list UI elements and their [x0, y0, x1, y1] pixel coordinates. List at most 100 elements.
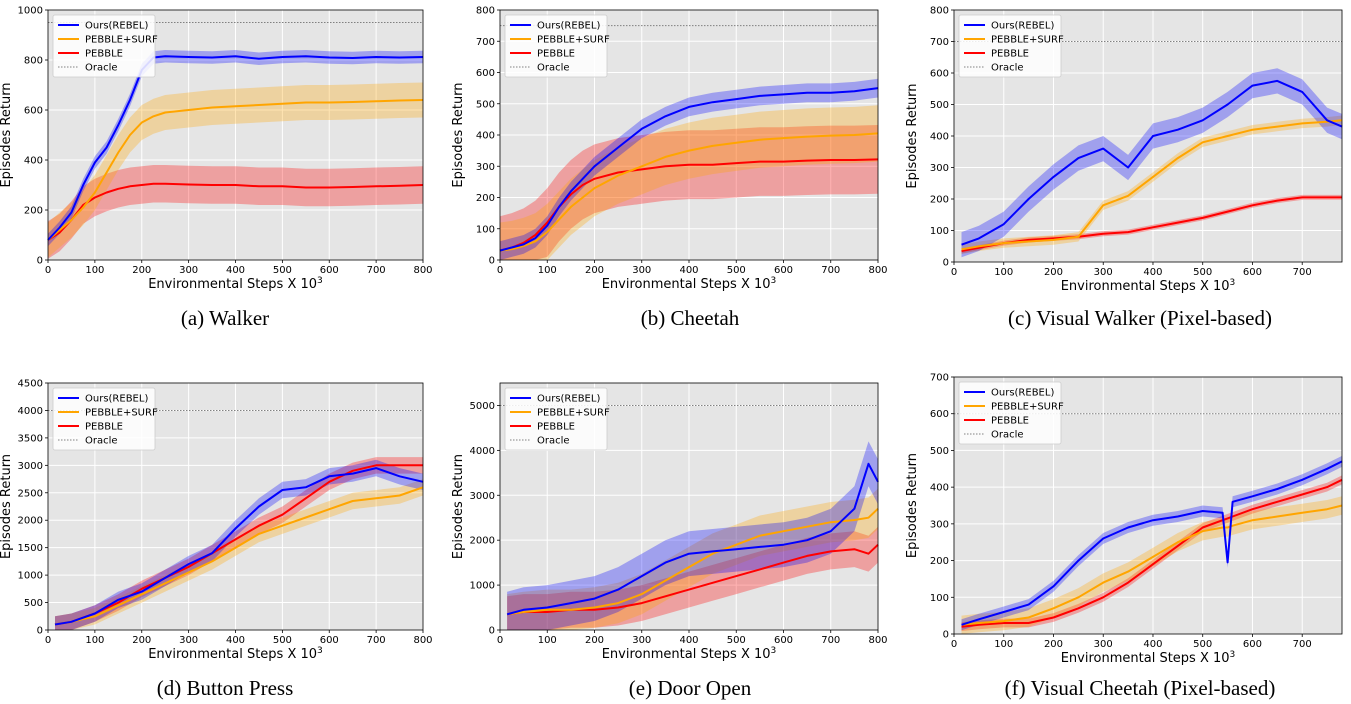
x-tick-label: 300 — [179, 635, 198, 646]
series-line-surf — [54, 486, 424, 626]
series-line-surf — [961, 119, 1343, 251]
x-tick-label: 0 — [497, 635, 503, 646]
y-tick-label: 1000 — [470, 581, 495, 592]
series-line-pebble — [961, 196, 1342, 252]
legend-label: Oracle — [537, 63, 570, 74]
y-tick-label: 3000 — [470, 491, 495, 502]
x-tick-label: 600 — [774, 635, 793, 646]
legend-label: Ours(REBEL) — [85, 394, 148, 405]
chart-b: 0 100 200 300 400 500 600 700 800 0 100 200 300 400 50… — [451, 6, 888, 331]
series-line-pebble — [961, 478, 1343, 628]
y-tick-label: 0 — [37, 626, 43, 637]
legend-label: Oracle — [85, 63, 118, 74]
x-tick-label: 200 — [585, 265, 604, 276]
x-tick-label: 300 — [1094, 639, 1113, 650]
y-tick-label: 700 — [930, 373, 949, 384]
x-tick-label: 0 — [497, 265, 503, 276]
x-tick-label: 100 — [994, 639, 1013, 650]
x-tick-label: 700 — [821, 265, 840, 276]
band-surf — [961, 115, 1342, 255]
y-tick-label: 600 — [24, 106, 43, 117]
legend-box — [958, 381, 1062, 445]
x-tick-label: 800 — [413, 265, 432, 276]
x-tick-label: 300 — [1094, 267, 1113, 278]
x-tick-label: 600 — [320, 265, 339, 276]
series-line-pebble — [499, 158, 879, 252]
series-line-ours — [47, 55, 424, 241]
chart-d: 0 100 200 300 400 500 600 700 800 0 500 1000 1500 200… — [0, 379, 433, 701]
x-tick-label: 700 — [367, 265, 386, 276]
x-tick-label: 700 — [1293, 267, 1312, 278]
legend-label: PEBBLE — [991, 49, 1029, 60]
x-tick-label: 200 — [1044, 639, 1063, 650]
y-tick-label: 300 — [930, 163, 949, 174]
y-tick-label: 500 — [930, 100, 949, 111]
x-tick-label: 300 — [632, 635, 651, 646]
x-axis-label: Environmental Steps X 103 — [1061, 278, 1236, 294]
y-tick-label: 200 — [476, 193, 495, 204]
y-tick-label: 3000 — [18, 461, 43, 472]
x-tick-label: 700 — [1293, 639, 1312, 650]
legend-label: Oracle — [85, 436, 118, 447]
x-axis-label: Environmental Steps X 103 — [602, 276, 777, 292]
y-tick-label: 4500 — [18, 379, 43, 390]
x-tick-label: 400 — [1143, 267, 1162, 278]
series-line-ours — [54, 467, 424, 626]
y-tick-label: 800 — [476, 6, 495, 17]
y-axis-label: Episodes Return — [0, 454, 14, 559]
y-axis-label: Episodes Return — [905, 83, 920, 188]
legend-label: PEBBLE — [85, 49, 123, 60]
y-tick-label: 500 — [24, 598, 43, 609]
y-tick-label: 400 — [24, 156, 43, 167]
series-line-pebble — [54, 464, 423, 626]
legend-label: Oracle — [991, 430, 1024, 441]
chart-caption: (e) Door Open — [629, 676, 752, 700]
legend-label: Ours(REBEL) — [991, 388, 1054, 399]
y-tick-label: 400 — [476, 131, 495, 142]
y-tick-label: 3500 — [18, 433, 43, 444]
chart-f: 0 100 200 300 400 500 600 700 0 100 200 300 400 500 60… — [905, 373, 1343, 700]
x-tick-label: 400 — [1143, 639, 1162, 650]
x-tick-label: 400 — [226, 635, 245, 646]
y-tick-label: 1500 — [18, 543, 43, 554]
band-pebble — [507, 526, 878, 630]
x-tick-label: 600 — [1243, 639, 1262, 650]
legend-label: PEBBLE+SURF — [85, 408, 158, 419]
chart-caption: (d) Button Press — [157, 676, 294, 700]
x-tick-label: 100 — [538, 635, 557, 646]
y-tick-label: 200 — [24, 206, 43, 217]
x-tick-label: 800 — [413, 635, 432, 646]
y-tick-label: 700 — [476, 37, 495, 48]
y-axis-label: Episodes Return — [0, 82, 14, 187]
y-tick-label: 0 — [943, 630, 949, 641]
x-tick-label: 500 — [273, 635, 292, 646]
series-line-ours — [499, 87, 879, 252]
x-axis-label: Environmental Steps X 103 — [602, 646, 777, 662]
legend-box — [504, 14, 608, 78]
legend-label: PEBBLE+SURF — [85, 35, 158, 46]
x-tick-label: 200 — [585, 635, 604, 646]
chart-caption: (f) Visual Cheetah (Pixel-based) — [1005, 676, 1276, 700]
x-tick-label: 800 — [868, 265, 887, 276]
x-tick-label: 500 — [273, 265, 292, 276]
band-pebble — [500, 125, 878, 260]
axes-frame — [953, 376, 1343, 635]
y-tick-label: 100 — [930, 226, 949, 237]
chart-c: 0 100 200 300 400 500 600 700 0 100 200 300 400 500 60… — [905, 6, 1343, 330]
band-surf — [507, 488, 878, 630]
band-surf — [500, 105, 878, 260]
y-tick-label: 200 — [930, 556, 949, 567]
x-tick-label: 200 — [132, 265, 151, 276]
series-line-ours — [961, 460, 1343, 626]
x-axis-label: Environmental Steps X 103 — [148, 646, 323, 662]
x-tick-label: 400 — [226, 265, 245, 276]
legend-label: Ours(REBEL) — [85, 21, 148, 32]
x-tick-label: 600 — [320, 635, 339, 646]
y-axis-label: Episodes Return — [905, 453, 920, 558]
x-tick-label: 500 — [1193, 639, 1212, 650]
x-tick-label: 200 — [132, 635, 151, 646]
x-tick-label: 400 — [679, 265, 698, 276]
series-line-surf — [499, 132, 879, 252]
x-tick-label: 0 — [951, 639, 957, 650]
legend-label: Ours(REBEL) — [537, 394, 600, 405]
